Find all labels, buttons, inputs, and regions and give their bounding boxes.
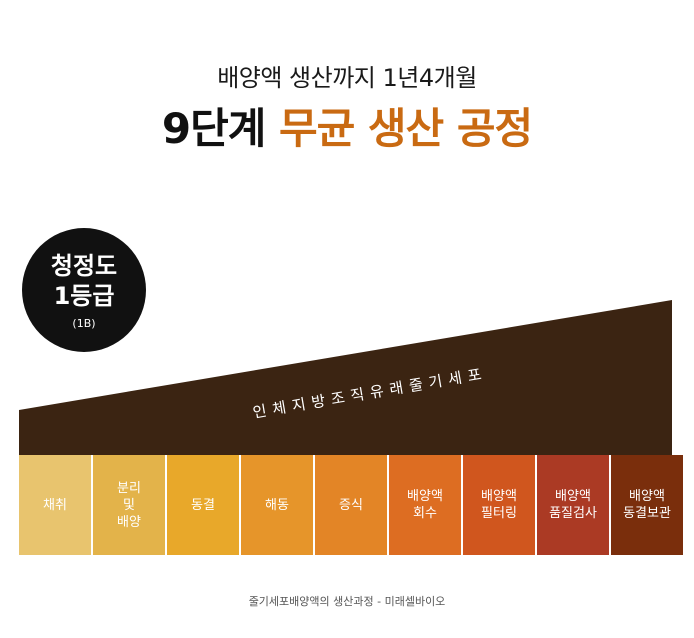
process-step: 증식 <box>315 455 387 555</box>
grade-note: (1B) <box>72 316 96 330</box>
process-step: 해동 <box>241 455 313 555</box>
process-step: 배양액 품질검사 <box>537 455 609 555</box>
process-step: 분리 및 배양 <box>93 455 165 555</box>
process-step: 채취 <box>19 455 91 555</box>
process-step: 동결 <box>167 455 239 555</box>
grade-line2: 1등급 <box>53 281 115 310</box>
grade-badge: 청정도 1등급 (1B) <box>22 228 146 352</box>
process-step: 배양액 필터링 <box>463 455 535 555</box>
title-accent: 무균 생산 공정 <box>279 104 533 153</box>
process-step: 배양액 동결보관 <box>611 455 683 555</box>
caption: 줄기세포배양액의 생산과정 - 미래셀바이오 <box>248 595 446 608</box>
grade-line1: 청정도 <box>50 251 118 280</box>
process-step: 배양액 회수 <box>389 455 461 555</box>
title-prefix: 9단계 <box>161 104 267 153</box>
ramp-shape <box>19 300 672 455</box>
process-steps: 채취 분리 및 배양 동결 해동 증식 배양액 회수 배양액 필터링 배양액 품질검사 배양액 … <box>19 455 683 555</box>
subtitle: 배양액 생산까지 1년4개월 <box>217 64 477 92</box>
page-title: 9단계 무균 생산 공정 <box>0 95 694 156</box>
